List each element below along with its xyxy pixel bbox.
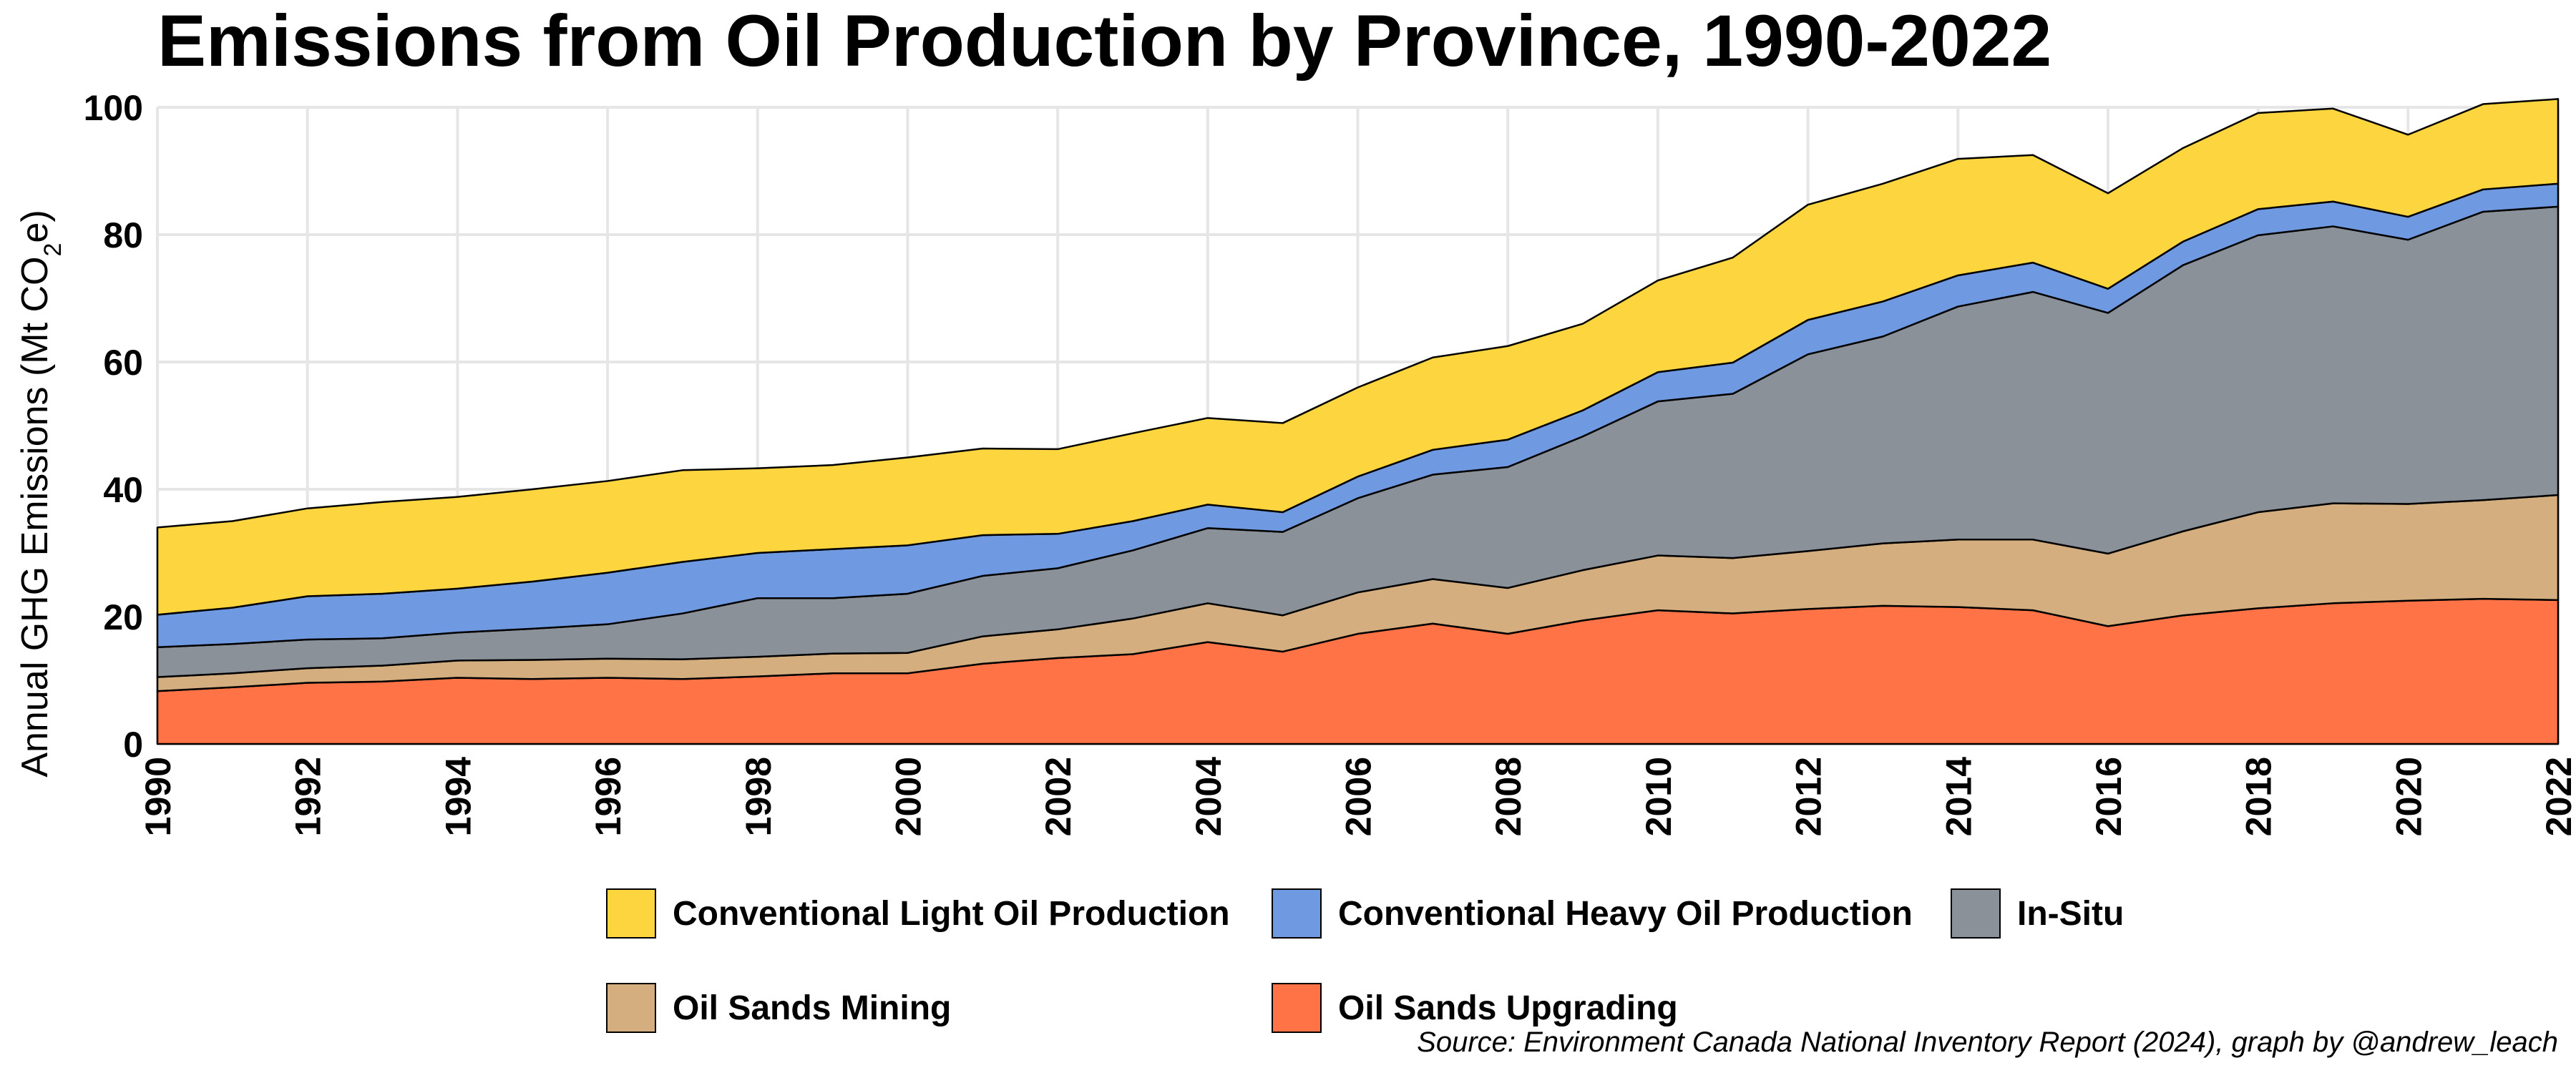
y-tick-label: 60 xyxy=(103,343,143,383)
x-tick-label: 2002 xyxy=(1038,757,1078,836)
x-tick-label: 2022 xyxy=(2539,757,2576,836)
legend-swatch-in-situ xyxy=(1951,888,2001,939)
y-axis-title: Annual GHG Emissions (Mt CO2e) xyxy=(14,210,67,777)
y-axis-title-subscript: 2 xyxy=(39,243,67,257)
y-tick-label: 40 xyxy=(103,470,143,510)
y-axis-title-main: Annual GHG Emissions (Mt CO xyxy=(14,256,56,777)
legend-swatch-conventional-light-oil-production xyxy=(606,888,656,939)
legend-label-oil-sands-upgrading: Oil Sands Upgrading xyxy=(1338,989,1678,1027)
x-tick-label: 2018 xyxy=(2239,757,2279,836)
y-tick-label: 0 xyxy=(123,725,143,765)
legend: Conventional Light Oil Production Convent… xyxy=(606,888,2124,1033)
legend-swatch-conventional-heavy-oil-production xyxy=(1272,888,1322,939)
x-tick-label: 1990 xyxy=(138,757,178,836)
y-axis-title-end: e) xyxy=(14,210,56,242)
legend-label-conventional-light-oil-production: Conventional Light Oil Production xyxy=(673,895,1230,933)
legend-label-oil-sands-mining: Oil Sands Mining xyxy=(673,989,951,1027)
legend-label-conventional-heavy-oil-production: Conventional Heavy Oil Production xyxy=(1338,895,1913,933)
x-tick-label: 1998 xyxy=(738,757,779,836)
x-tick-label: 2000 xyxy=(888,757,928,836)
x-tick-label: 2014 xyxy=(1938,757,1979,836)
source-caption: Source: Environment Canada National Inve… xyxy=(1417,1027,2558,1058)
x-tick-label: 1994 xyxy=(438,757,478,836)
area-conventional-light-oil-production xyxy=(156,98,2560,616)
area-layer xyxy=(156,98,2560,745)
x-tick-label: 1992 xyxy=(288,757,328,836)
legend-swatch-oil-sands-upgrading xyxy=(1272,983,1322,1033)
x-tick-label: 2010 xyxy=(1639,757,1679,836)
x-tick-label: 2020 xyxy=(2389,757,2429,836)
legend-label-in-situ: In-Situ xyxy=(2017,895,2124,933)
x-tick-label: 2016 xyxy=(2089,757,2129,836)
y-tick-label: 80 xyxy=(103,215,143,255)
x-tick-label: 2004 xyxy=(1189,757,1229,836)
x-tick-label: 1996 xyxy=(588,757,628,836)
x-tick-label: 2012 xyxy=(1789,757,1829,836)
legend-swatch-oil-sands-mining xyxy=(606,983,656,1033)
y-axis-ticks: 0 20 40 60 80 100 xyxy=(84,88,143,765)
chart-title: Emissions from Oil Production by Provinc… xyxy=(157,0,2051,82)
x-tick-label: 2006 xyxy=(1339,757,1379,836)
x-tick-label: 2008 xyxy=(1488,757,1528,836)
x-axis-ticks: 1990 1992 1994 1996 1998 2000 2002 2004 2006 2008… xyxy=(138,757,2576,836)
y-tick-label: 100 xyxy=(84,88,143,128)
y-tick-label: 20 xyxy=(103,597,143,637)
